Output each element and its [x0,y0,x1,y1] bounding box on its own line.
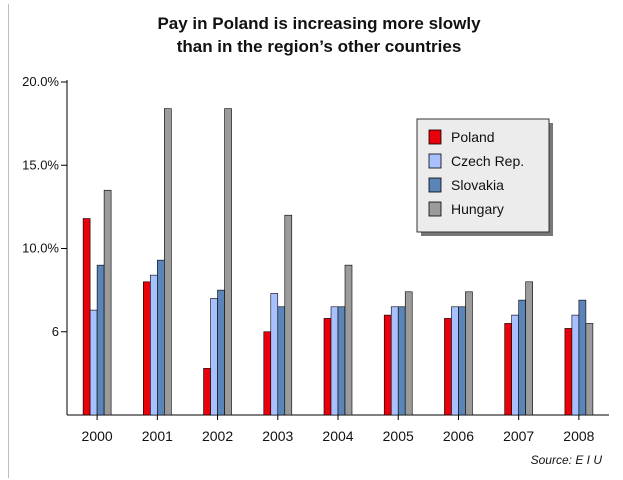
bar-czech-rep-2007 [511,314,519,416]
x-category-label: 2006 [443,428,474,444]
chart-frame: Pay in Poland is increasing more slowly … [8,4,620,478]
legend-label: Slovakia [451,177,504,193]
bar-hungary-2004 [344,264,353,416]
bars [82,108,594,420]
y-tick-label: 6 [52,324,59,339]
bar-czech-rep-2000 [89,309,98,416]
bar-poland-2007 [504,323,512,416]
x-category-label: 2004 [322,428,353,444]
legend-label: Poland [451,129,495,145]
legend: Poland Czech Rep. Slovakia Hungary [416,118,553,236]
y-tick-label: 10.0% [22,241,59,256]
x-category-label: 2003 [262,428,293,444]
bar-poland-2008 [564,328,573,416]
bar-czech-rep-2005 [390,306,399,416]
chart: Pay in Poland is increasing more slowly … [22,14,609,467]
x-category-label: 2000 [82,428,113,444]
bar-slovakia-2003 [277,306,286,416]
bar-hungary-2003 [284,214,293,416]
bar-poland-2002 [203,368,211,416]
legend-swatch [428,153,442,169]
bar-slovakia-2000 [96,264,105,416]
bar-hungary-2005 [404,291,413,416]
bar-hungary-2000 [103,189,112,416]
bar-hungary-2006 [465,291,473,416]
bar-czech-rep-2001 [150,274,158,416]
x-category-label: 2002 [202,428,233,444]
legend-swatch [428,201,442,217]
legend-swatch [428,177,442,193]
legend-swatch [428,129,442,145]
bar-hungary-2007 [525,281,533,416]
bar-slovakia-2007 [518,299,526,416]
bar-slovakia-2002 [217,289,225,416]
bar-czech-rep-2006 [451,306,459,416]
bar-czech-rep-2003 [270,293,279,416]
category-labels: 2000 2001 2002 2003 2004 2005 2006 2007 2008 [82,428,595,444]
bar-hungary-2002 [224,108,232,416]
chart-title-line-1: Pay in Poland is increasing more slowly [157,14,481,33]
bar-poland-2006 [444,318,452,416]
chart-title-line-2: than in the region’s other countries [177,37,462,56]
bar-slovakia-2008 [578,299,587,416]
bar-poland-2005 [383,314,392,416]
x-category-label: 2007 [503,428,534,444]
bar-czech-rep-2008 [571,314,580,416]
legend-label: Hungary [451,201,504,217]
bar-slovakia-2006 [458,306,466,416]
bar-hungary-2008 [585,323,594,416]
bar-slovakia-2005 [397,306,406,416]
bar-poland-2004 [323,318,332,416]
x-category-label: 2001 [142,428,173,444]
x-category-label: 2008 [563,428,594,444]
y-tick-label: 20.0% [22,74,59,89]
bar-poland-2000 [82,218,91,416]
bar-poland-2001 [143,281,151,416]
bar-czech-rep-2004 [330,306,339,416]
bar-czech-rep-2002 [210,298,218,416]
bar-hungary-2001 [164,108,172,416]
source-note: Source: E I U [531,453,603,467]
bar-slovakia-2004 [337,306,346,416]
bar-slovakia-2001 [157,259,165,416]
y-tick-label: 15.0% [22,157,59,172]
legend-label: Czech Rep. [451,153,524,169]
x-category-label: 2005 [383,428,414,444]
bar-poland-2003 [263,331,272,416]
